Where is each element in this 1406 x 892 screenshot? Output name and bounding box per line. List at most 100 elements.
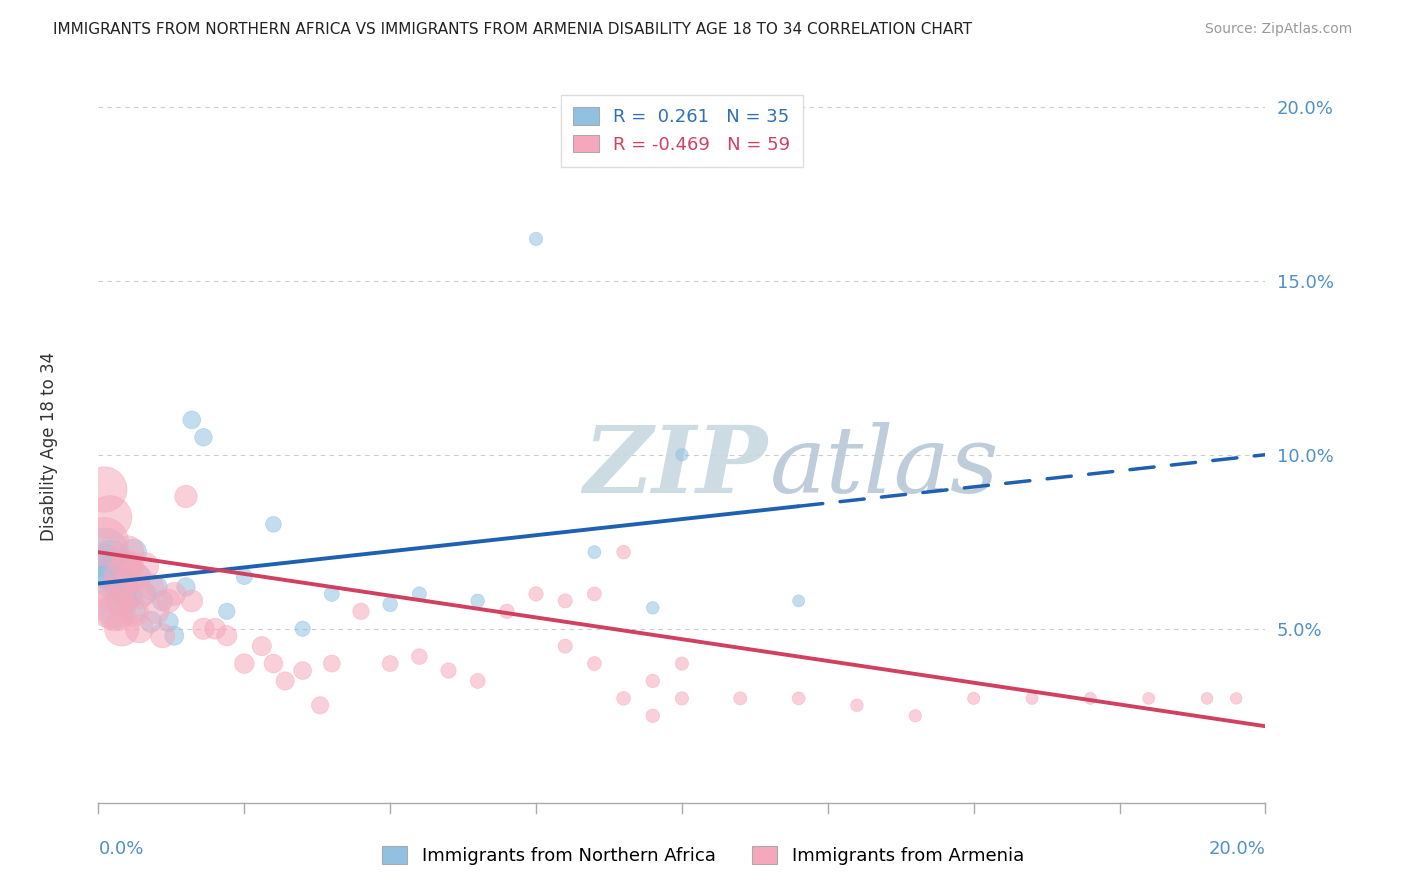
Point: [139, 615, 162, 629]
Point: [641, 708, 664, 723]
Point: [111, 580, 134, 594]
Point: [904, 708, 927, 723]
Point: [524, 232, 547, 246]
Point: [437, 664, 460, 678]
Point: [1195, 691, 1218, 706]
Point: [98, 510, 121, 524]
Point: [291, 664, 314, 678]
Point: [671, 691, 693, 706]
Point: [104, 604, 127, 618]
Point: [128, 587, 150, 601]
Point: [193, 622, 215, 636]
Point: [612, 691, 634, 706]
Point: [846, 698, 869, 713]
Point: [93, 559, 115, 574]
Point: [117, 587, 139, 601]
Point: [104, 604, 127, 618]
Point: [117, 559, 139, 574]
Point: [671, 657, 693, 671]
Point: [554, 639, 576, 653]
Point: [583, 545, 606, 559]
Point: [274, 673, 297, 688]
Point: [122, 569, 145, 583]
Point: [496, 604, 519, 618]
Point: [583, 587, 606, 601]
Point: [1080, 691, 1102, 706]
Point: [104, 587, 127, 601]
Point: [117, 559, 139, 574]
Point: [321, 587, 343, 601]
Point: [671, 448, 693, 462]
Point: [180, 594, 202, 608]
Point: [128, 622, 150, 636]
Point: [122, 604, 145, 618]
Point: [111, 622, 134, 636]
Point: [962, 691, 984, 706]
Point: [408, 649, 430, 664]
Point: [122, 604, 145, 618]
Point: [174, 490, 197, 504]
Point: [98, 569, 121, 583]
Point: [291, 622, 314, 636]
Point: [139, 580, 162, 594]
Point: [134, 559, 156, 574]
Point: [122, 545, 145, 559]
Point: [408, 587, 430, 601]
Text: 0.0%: 0.0%: [98, 840, 143, 858]
Point: [380, 598, 402, 612]
Point: [524, 587, 547, 601]
Point: [233, 569, 256, 583]
Point: [1137, 691, 1160, 706]
Text: IMMIGRANTS FROM NORTHERN AFRICA VS IMMIGRANTS FROM ARMENIA DISABILITY AGE 18 TO : IMMIGRANTS FROM NORTHERN AFRICA VS IMMIG…: [53, 22, 973, 37]
Legend: R =  0.261   N = 35, R = -0.469   N = 59: R = 0.261 N = 35, R = -0.469 N = 59: [561, 95, 803, 167]
Point: [111, 594, 134, 608]
Text: Disability Age 18 to 34: Disability Age 18 to 34: [41, 351, 59, 541]
Point: [117, 545, 139, 559]
Point: [1225, 691, 1247, 706]
Legend: Immigrants from Northern Africa, Immigrants from Armenia: Immigrants from Northern Africa, Immigra…: [375, 839, 1031, 872]
Point: [250, 639, 273, 653]
Text: atlas: atlas: [769, 423, 998, 512]
Point: [93, 534, 115, 549]
Point: [380, 657, 402, 671]
Point: [554, 594, 576, 608]
Point: [163, 587, 186, 601]
Point: [204, 622, 226, 636]
Point: [262, 657, 284, 671]
Point: [146, 604, 169, 618]
Text: Source: ZipAtlas.com: Source: ZipAtlas.com: [1205, 22, 1353, 37]
Point: [157, 615, 180, 629]
Point: [730, 691, 752, 706]
Point: [152, 629, 174, 643]
Text: ZIP: ZIP: [582, 423, 766, 512]
Point: [111, 569, 134, 583]
Point: [787, 691, 810, 706]
Point: [157, 594, 180, 608]
Point: [134, 587, 156, 601]
Text: 20.0%: 20.0%: [1209, 840, 1265, 858]
Point: [583, 657, 606, 671]
Point: [104, 569, 127, 583]
Point: [93, 483, 115, 497]
Point: [93, 545, 115, 559]
Point: [321, 657, 343, 671]
Point: [174, 580, 197, 594]
Point: [262, 517, 284, 532]
Point: [612, 545, 634, 559]
Point: [180, 413, 202, 427]
Point: [309, 698, 332, 713]
Point: [1021, 691, 1043, 706]
Point: [215, 604, 238, 618]
Point: [233, 657, 256, 671]
Point: [152, 594, 174, 608]
Point: [163, 629, 186, 643]
Point: [787, 594, 810, 608]
Point: [98, 552, 121, 566]
Point: [350, 604, 373, 618]
Point: [467, 594, 489, 608]
Point: [128, 569, 150, 583]
Point: [641, 600, 664, 615]
Point: [215, 629, 238, 643]
Point: [641, 673, 664, 688]
Point: [467, 673, 489, 688]
